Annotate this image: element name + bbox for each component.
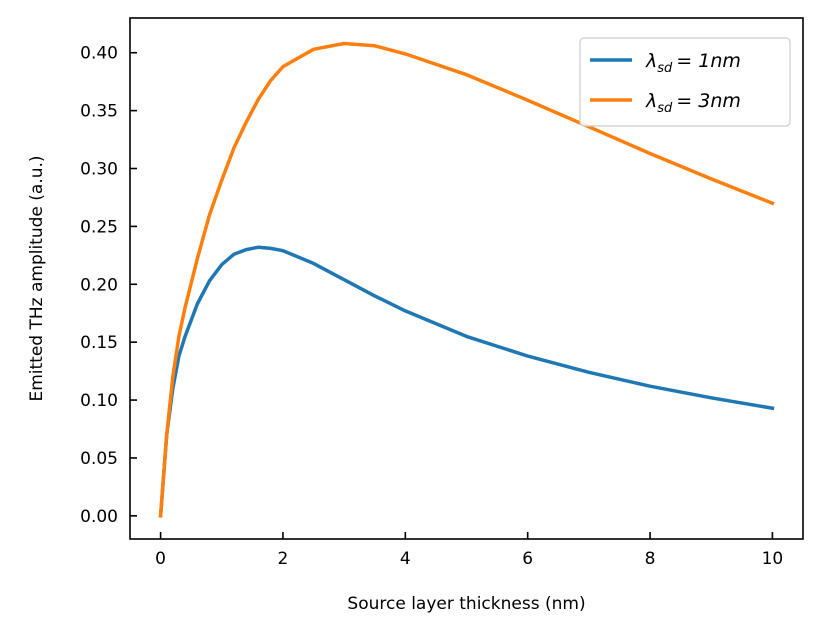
y-tick-label: 0.40 (80, 44, 118, 64)
legend-box (579, 37, 791, 127)
y-tick-label: 0.10 (80, 391, 118, 411)
plot-frame (129, 17, 804, 540)
x-tick-label: 8 (645, 549, 656, 569)
x-tick-label: 0 (155, 549, 166, 569)
x-axis-title: Source layer thickness (nm) (347, 594, 585, 614)
y-tick-label: 0.00 (80, 507, 118, 527)
y-tick-label: 0.35 (80, 102, 118, 122)
y-tick-label: 0.20 (80, 275, 118, 295)
legend-value: = 1nm (676, 50, 741, 72)
legend-label: λsd = 3nm (645, 90, 741, 116)
y-tick-label: 0.15 (80, 333, 118, 353)
y-tick-label: 0.25 (80, 217, 118, 237)
series-line-1 (158, 245, 775, 518)
legend-symbol: λ (645, 50, 657, 72)
x-tick-label: 6 (522, 549, 533, 569)
legend-subscript: sd (657, 61, 673, 76)
y-tick-label: 0.05 (80, 449, 118, 469)
legend-symbol: λ (645, 90, 657, 112)
x-tick-label: 10 (762, 549, 784, 569)
y-axis-title: Emitted THz amplitude (a.u.) (27, 155, 47, 401)
x-tick-label: 4 (400, 549, 411, 569)
legend-value: = 3nm (676, 90, 741, 112)
y-tick-label: 0.30 (80, 160, 118, 180)
legend-subscript: sd (657, 101, 673, 116)
legend-label: λsd = 1nm (645, 50, 741, 76)
series-line-2 (158, 41, 775, 518)
x-tick-label: 2 (278, 549, 289, 569)
